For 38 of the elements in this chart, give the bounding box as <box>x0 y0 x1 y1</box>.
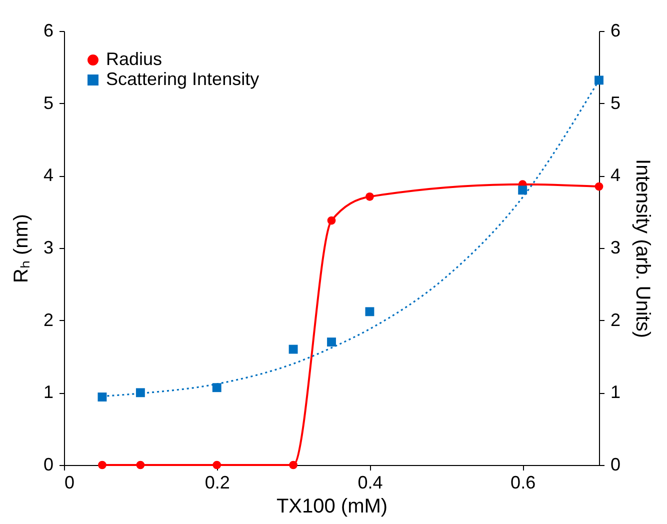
x-tick-label: 0.4 <box>358 472 383 492</box>
y-axis-title: Rₕ (nm) <box>10 214 32 284</box>
point <box>136 388 145 398</box>
point <box>594 76 604 85</box>
point <box>594 182 604 191</box>
x-tick-label: 0.2 <box>204 472 230 492</box>
legend-label: Scattering Intensity <box>106 69 260 89</box>
point <box>98 460 106 470</box>
point <box>98 392 107 402</box>
y-tick-label: 4 <box>43 165 54 186</box>
y2-tick-label: 3 <box>610 238 621 258</box>
y-tick-label: 5 <box>43 92 54 113</box>
point <box>366 192 374 201</box>
x-tick-label: 0.6 <box>510 472 536 492</box>
point <box>327 338 336 347</box>
point <box>288 344 298 354</box>
point <box>289 460 298 470</box>
point <box>327 216 336 225</box>
y-tick-label: 2 <box>43 310 54 330</box>
point <box>136 460 145 470</box>
point <box>212 383 222 392</box>
point <box>212 460 222 470</box>
y2-tick-label: 2 <box>610 310 621 330</box>
y-tick-label: 0 <box>43 454 54 474</box>
legend-label: Radius <box>106 49 162 69</box>
y-tick-label: 3 <box>43 238 54 258</box>
x-axis-title: TX100 (mM) <box>276 496 388 518</box>
y2-tick-label: 5 <box>610 92 621 113</box>
y2-tick-label: 0 <box>610 454 621 474</box>
y-tick-label: 1 <box>43 382 54 402</box>
y2-tick-label: 1 <box>610 382 621 402</box>
point <box>518 186 528 195</box>
y2-tick-label: 6 <box>610 20 621 40</box>
y2-tick-label: 4 <box>610 165 621 186</box>
y-tick-label: 6 <box>43 20 54 40</box>
y2-axis-title: Intensity (arb. Units) <box>632 159 654 338</box>
x-tick-label: 0 <box>64 472 75 492</box>
point <box>365 307 374 316</box>
